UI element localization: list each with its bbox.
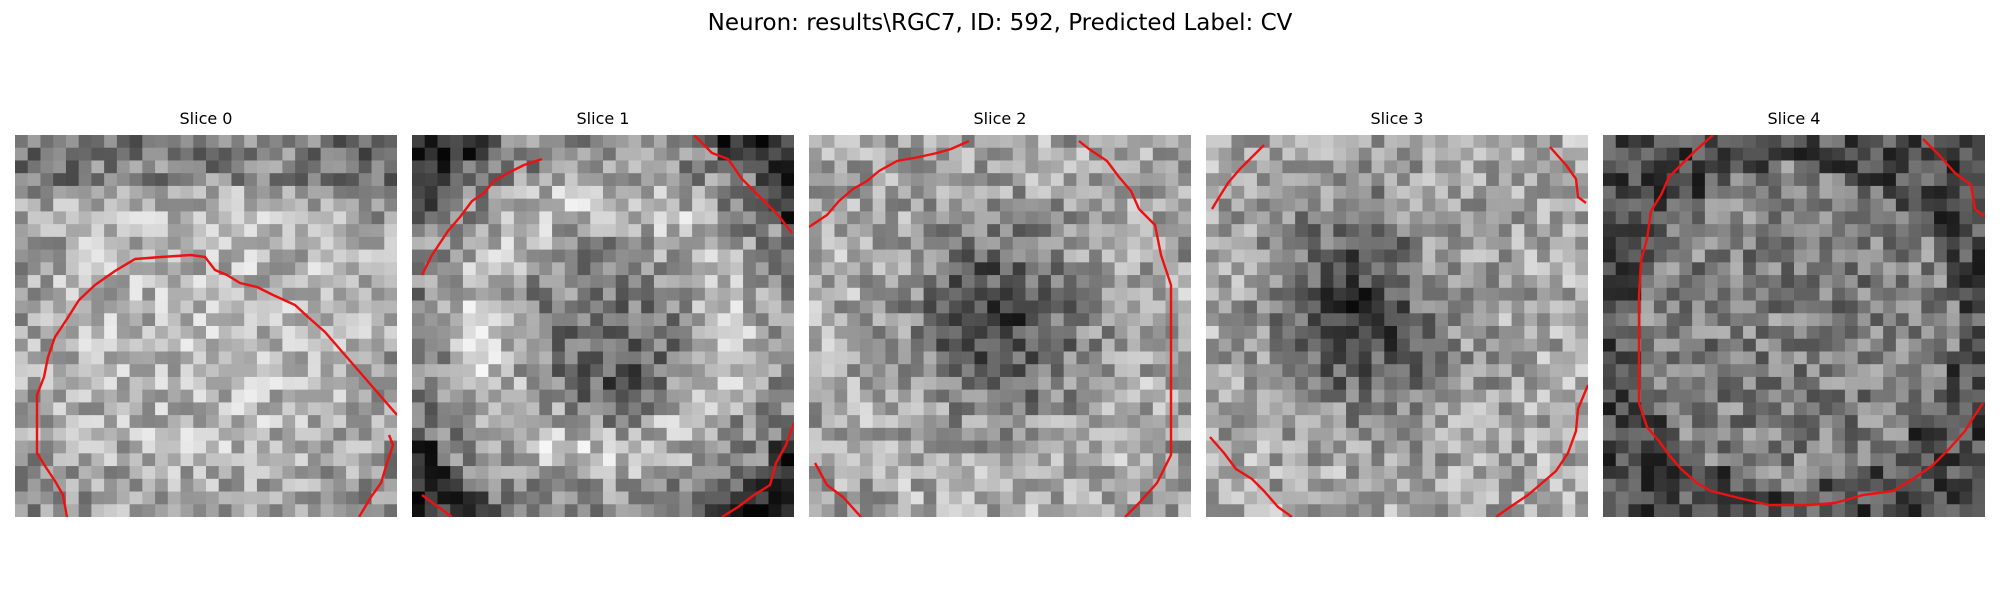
- slice-panel-0: Slice 0: [15, 108, 397, 517]
- contour-line: [1637, 135, 1985, 507]
- slice-image-4: [1603, 135, 1985, 517]
- slice-title-4: Slice 4: [1767, 109, 1821, 128]
- slice-image-2: [809, 135, 1191, 517]
- contour-line: [1209, 144, 1588, 517]
- pixel-grid: [1206, 135, 1588, 517]
- pixel-grid: [412, 135, 794, 517]
- slice-image-3: [1206, 135, 1588, 517]
- slice-title-0: Slice 0: [179, 109, 233, 128]
- slice-image-1: [412, 135, 794, 517]
- slice-image-0: [15, 135, 397, 517]
- slice-panel-4: Slice 4: [1603, 108, 1985, 517]
- contour-line: [420, 135, 794, 517]
- pixel-grid: [15, 135, 397, 517]
- pixel-grid: [809, 135, 1191, 517]
- slice-panel-1: Slice 1: [412, 108, 794, 517]
- slice-panel-2: Slice 2: [809, 108, 1191, 517]
- slice-title-1: Slice 1: [576, 109, 630, 128]
- slice-title-2: Slice 2: [973, 109, 1027, 128]
- figure-title: Neuron: results\RGC7, ID: 592, Predicted…: [707, 10, 1293, 36]
- slice-panel-3: Slice 3: [1206, 108, 1588, 517]
- slice-title-3: Slice 3: [1370, 109, 1424, 128]
- contour-line: [809, 139, 1173, 517]
- contour-line: [35, 253, 397, 517]
- pixel-grid: [1603, 135, 1985, 517]
